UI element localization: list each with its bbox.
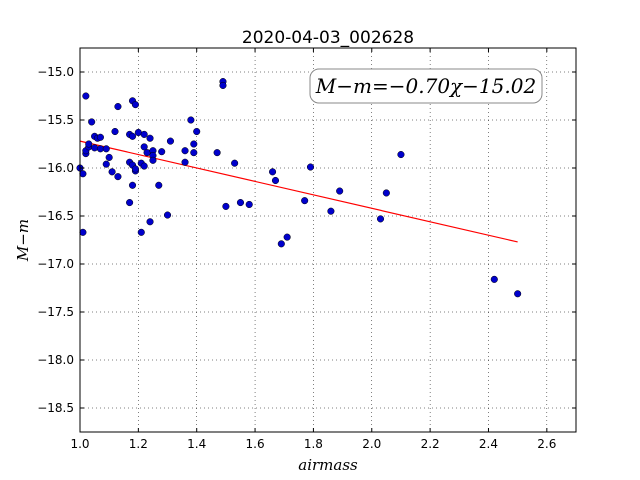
x-tick-label: 1.0 <box>70 437 89 451</box>
data-point <box>213 149 221 157</box>
data-point <box>166 137 174 145</box>
data-point <box>108 168 116 176</box>
data-point <box>306 163 315 171</box>
x-axis-label: airmass <box>298 456 358 474</box>
equation-text: M−m=−0.70χ−15.02 <box>315 74 536 98</box>
y-tick-label: −16.0 <box>37 161 74 175</box>
data-point <box>283 233 291 241</box>
data-point <box>222 202 230 210</box>
data-point <box>187 116 195 124</box>
data-point <box>131 165 139 173</box>
equation-annotation: M−m=−0.70χ−15.02 <box>309 68 543 104</box>
data-point <box>79 228 87 236</box>
data-point <box>128 132 137 140</box>
x-tick-label: 1.4 <box>187 437 206 451</box>
y-tick-label: −17.0 <box>37 257 74 271</box>
data-point <box>327 207 335 215</box>
data-point <box>146 134 154 142</box>
data-point <box>181 147 189 155</box>
data-point <box>490 275 498 283</box>
grid-lines <box>79 48 576 432</box>
data-point <box>163 211 172 219</box>
data-point <box>96 133 104 141</box>
y-axis-label: M−m <box>14 219 32 262</box>
data-point <box>82 92 90 100</box>
data-point <box>131 101 139 109</box>
y-tick-label: −16.5 <box>37 209 74 223</box>
data-point <box>102 145 110 153</box>
x-tick-label: 2.4 <box>479 437 498 451</box>
y-tick-label: −18.5 <box>37 401 74 415</box>
x-tick-label: 2.2 <box>421 437 440 451</box>
data-point <box>158 148 166 156</box>
y-tick-label: −17.5 <box>37 305 74 319</box>
data-point <box>190 149 198 157</box>
x-tick-label: 1.6 <box>246 437 265 451</box>
data-point <box>88 118 96 126</box>
data-points <box>76 78 522 298</box>
data-point <box>149 156 157 164</box>
data-point <box>105 153 113 161</box>
x-tick-label: 1.8 <box>304 437 323 451</box>
data-point <box>114 173 122 181</box>
plot-frame <box>79 47 577 433</box>
data-point <box>271 176 280 185</box>
x-tick-label: 2.0 <box>362 437 381 451</box>
data-point <box>219 81 227 89</box>
data-point <box>277 240 285 248</box>
data-point <box>79 170 87 178</box>
data-point <box>140 143 148 151</box>
data-point <box>126 199 134 207</box>
data-point <box>301 197 309 205</box>
y-tick-label: −18.0 <box>37 353 74 367</box>
data-point <box>155 181 163 189</box>
data-point <box>236 199 245 207</box>
data-point <box>111 127 119 136</box>
data-point <box>146 218 154 226</box>
data-point <box>181 158 189 166</box>
y-tick-label: −15.5 <box>37 113 74 127</box>
chart-title: 2020-04-03_002628 <box>242 28 414 48</box>
data-point <box>245 200 253 209</box>
data-point <box>128 181 137 189</box>
data-point <box>114 103 122 111</box>
data-point <box>231 159 239 167</box>
data-point <box>376 215 385 223</box>
y-tick-label: −15.0 <box>37 65 74 79</box>
data-point <box>137 228 145 236</box>
data-point <box>193 127 201 136</box>
data-point <box>140 130 148 138</box>
axis-ticks: 1.0 1.2 1.4 1.6 1.8 2.0 2.2 2.4 2.6 −15.0 −15.5 −16… <box>37 48 576 451</box>
data-point <box>85 140 93 148</box>
x-tick-label: 1.2 <box>129 437 148 451</box>
data-point <box>382 189 390 197</box>
data-point <box>397 151 405 159</box>
data-point <box>514 290 522 298</box>
data-point <box>190 140 198 148</box>
data-point <box>102 160 110 168</box>
data-point <box>336 187 344 195</box>
x-tick-label: 2.6 <box>537 437 556 451</box>
data-point <box>140 162 148 170</box>
equation-box <box>309 68 543 104</box>
data-point <box>91 144 99 152</box>
data-point <box>269 168 277 176</box>
